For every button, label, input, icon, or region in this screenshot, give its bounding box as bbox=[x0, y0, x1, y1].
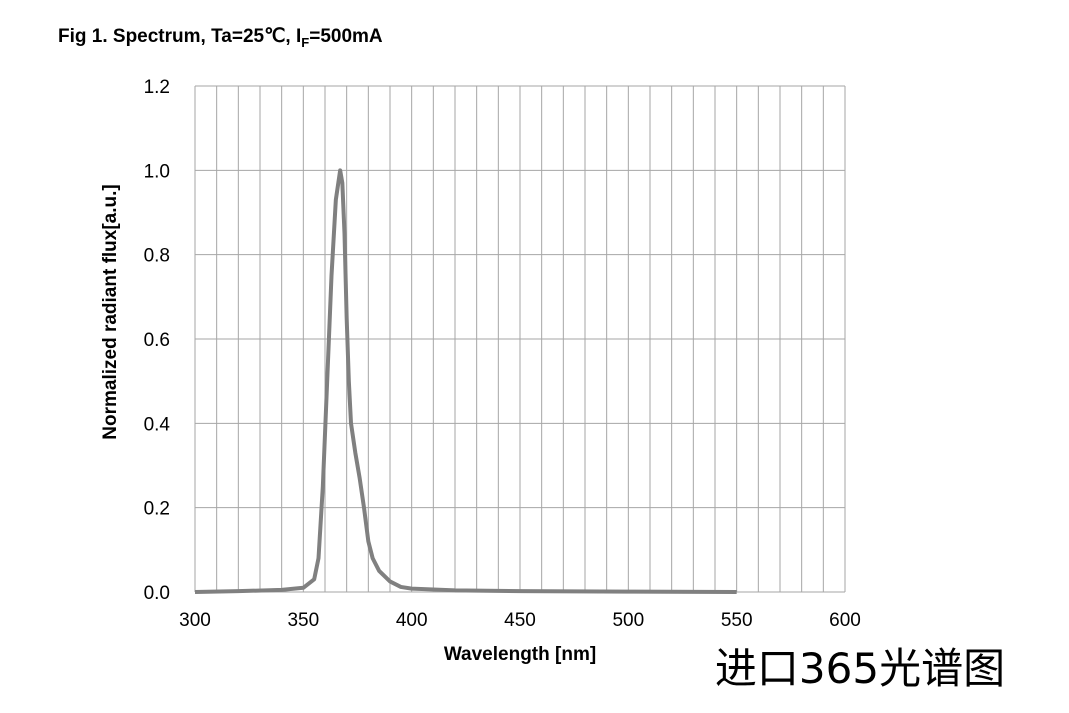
x-tick-label: 350 bbox=[287, 610, 319, 631]
title-main: Fig 1. Spectrum, Ta=25℃, I bbox=[58, 26, 301, 47]
y-axis-label: Normalized radiant flux[a.u.] bbox=[100, 184, 121, 439]
y-tick-label: 0.0 bbox=[144, 583, 170, 604]
x-tick-label: 400 bbox=[396, 610, 428, 631]
y-tick-label: 0.6 bbox=[144, 330, 170, 351]
x-tick-label: 300 bbox=[179, 610, 211, 631]
x-axis-label: Wavelength [nm] bbox=[444, 644, 596, 665]
y-tick-label: 1.0 bbox=[144, 161, 170, 182]
x-tick-label: 600 bbox=[829, 610, 861, 631]
series-line bbox=[194, 168, 737, 594]
x-tick-label: 550 bbox=[721, 610, 753, 631]
title-subscript: F bbox=[301, 35, 309, 50]
y-tick-label: 0.2 bbox=[144, 499, 170, 520]
x-tick-label: 450 bbox=[504, 610, 536, 631]
chart-title: Fig 1. Spectrum, Ta=25℃, IF=500mA bbox=[58, 26, 383, 50]
annotation: 进口365光谱图 bbox=[715, 644, 1005, 693]
y-tick-label: 0.8 bbox=[144, 246, 170, 267]
title-suffix: =500mA bbox=[309, 26, 383, 47]
x-tick-label: 500 bbox=[612, 610, 644, 631]
y-tick-label: 1.2 bbox=[144, 77, 170, 98]
y-tick-label: 0.4 bbox=[144, 414, 171, 435]
